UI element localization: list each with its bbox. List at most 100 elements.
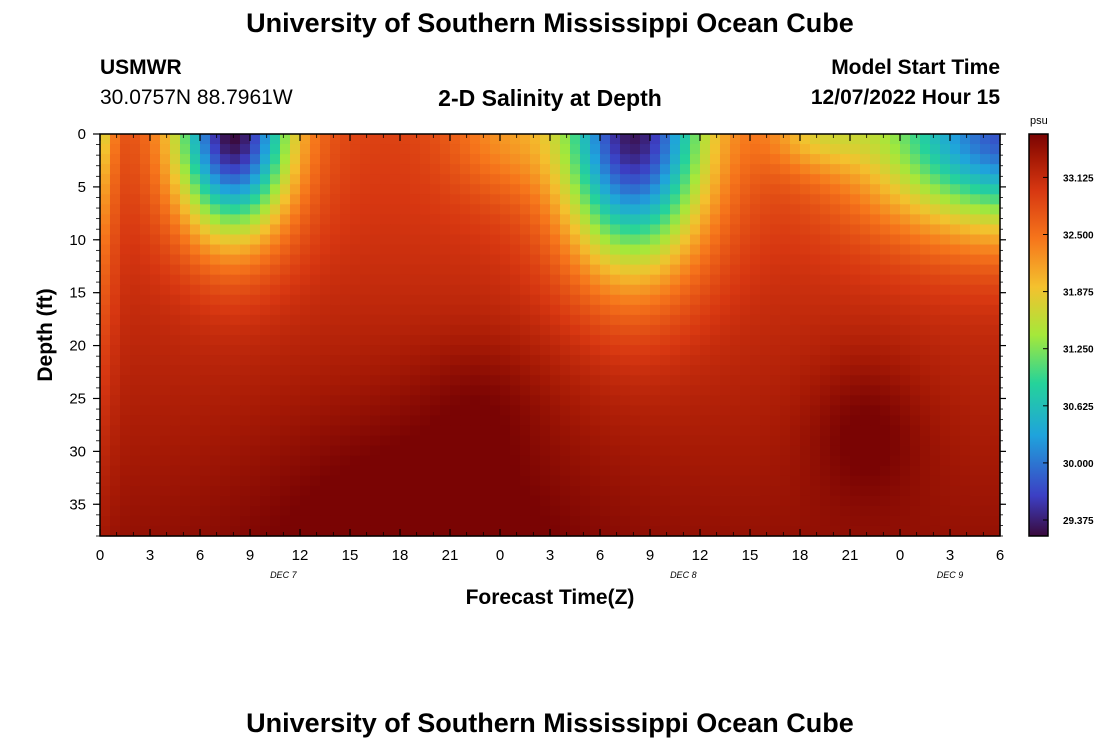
heatmap-cell — [180, 304, 191, 316]
heatmap-cell — [560, 234, 571, 246]
heatmap-cell — [270, 244, 281, 256]
heatmap-cell — [110, 415, 121, 427]
heatmap-cell — [250, 375, 261, 386]
heatmap-cell — [790, 425, 801, 437]
heatmap-cell — [650, 355, 661, 366]
heatmap-cell — [460, 274, 471, 286]
heatmap-cell — [490, 385, 501, 396]
heatmap-cell — [610, 475, 621, 487]
heatmap-cell — [830, 365, 841, 376]
heatmap-cell — [610, 355, 621, 366]
heatmap-cell — [510, 134, 521, 145]
x-tick-label: 18 — [392, 547, 409, 564]
heatmap-cell — [200, 455, 211, 467]
heatmap-cell — [690, 164, 701, 175]
heatmap-cell — [170, 425, 181, 437]
heatmap-cell — [750, 264, 761, 276]
heatmap-cell — [400, 375, 411, 386]
heatmap-cell — [240, 525, 251, 537]
heatmap-cell — [930, 515, 941, 527]
heatmap-cell — [730, 445, 741, 457]
heatmap-cell — [820, 274, 831, 286]
heatmap-cell — [680, 465, 691, 477]
heatmap-cell — [260, 194, 271, 205]
heatmap-cell — [800, 485, 811, 497]
heatmap-cell — [110, 274, 121, 286]
heatmap-cell — [410, 164, 421, 175]
heatmap-cell — [850, 244, 861, 256]
heatmap-cell — [180, 345, 191, 356]
heatmap-cell — [350, 224, 361, 236]
heatmap-cell — [250, 445, 261, 457]
heatmap-cell — [100, 375, 111, 386]
heatmap-cell — [240, 154, 251, 165]
heatmap-cell — [940, 224, 951, 236]
heatmap-cell — [590, 345, 601, 356]
heatmap-cell — [660, 425, 671, 437]
heatmap-cell — [860, 355, 871, 366]
heatmap-cell — [500, 234, 511, 246]
heatmap-cell — [440, 154, 451, 165]
heatmap-cell — [390, 405, 401, 416]
heatmap-cell — [610, 204, 621, 215]
heatmap-cell — [440, 164, 451, 175]
heatmap-cell — [980, 294, 991, 306]
heatmap-cell — [390, 445, 401, 457]
heatmap-cell — [490, 475, 501, 487]
heatmap-cell — [980, 234, 991, 246]
heatmap-cell — [500, 385, 511, 396]
heatmap-cell — [170, 365, 181, 376]
heatmap-cell — [500, 314, 511, 326]
heatmap-cell — [360, 335, 371, 346]
heatmap-cell — [360, 304, 371, 316]
heatmap-cell — [220, 274, 231, 286]
heatmap-cell — [840, 395, 851, 406]
heatmap-cell — [290, 164, 301, 175]
heatmap-cell — [530, 274, 541, 286]
heatmap-cell — [410, 395, 421, 406]
heatmap-cell — [900, 294, 911, 306]
heatmap-cell — [760, 365, 771, 376]
heatmap-cell — [700, 234, 711, 246]
heatmap-cell — [920, 134, 931, 145]
heatmap-cell — [270, 214, 281, 226]
heatmap-cell — [570, 174, 581, 185]
heatmap-cell — [520, 184, 531, 195]
heatmap-cell — [810, 164, 821, 175]
heatmap-cell — [880, 324, 891, 336]
heatmap-cell — [350, 324, 361, 336]
heatmap-cell — [470, 405, 481, 416]
heatmap-cell — [470, 264, 481, 276]
heatmap-cell — [500, 415, 511, 427]
heatmap-cell — [170, 224, 181, 236]
heatmap-cell — [350, 475, 361, 487]
heatmap-cell — [150, 375, 161, 386]
heatmap-cell — [510, 284, 521, 296]
heatmap-cell — [190, 184, 201, 195]
x-tick-label: 21 — [842, 547, 859, 564]
heatmap-cell — [380, 495, 391, 507]
heatmap-cell — [780, 515, 791, 527]
heatmap-cell — [240, 335, 251, 346]
heatmap-cell — [820, 465, 831, 477]
heatmap-cell — [810, 184, 821, 195]
heatmap-cell — [740, 405, 751, 416]
heatmap-cell — [380, 204, 391, 215]
heatmap-cell — [650, 375, 661, 386]
heatmap-cell — [600, 465, 611, 477]
heatmap-cell — [280, 264, 291, 276]
heatmap-cell — [490, 485, 501, 497]
heatmap-cell — [180, 204, 191, 215]
heatmap-cell — [560, 144, 571, 155]
heatmap-cell — [450, 224, 461, 236]
heatmap-cell — [900, 525, 911, 537]
heatmap-cell — [610, 314, 621, 326]
heatmap-cell — [620, 294, 631, 306]
heatmap-cell — [230, 264, 241, 276]
heatmap-cell — [850, 425, 861, 437]
heatmap-cell — [830, 345, 841, 356]
heatmap-cell — [300, 194, 311, 205]
heatmap-cell — [150, 515, 161, 527]
heatmap-cell — [120, 375, 131, 386]
heatmap-cell — [450, 164, 461, 175]
